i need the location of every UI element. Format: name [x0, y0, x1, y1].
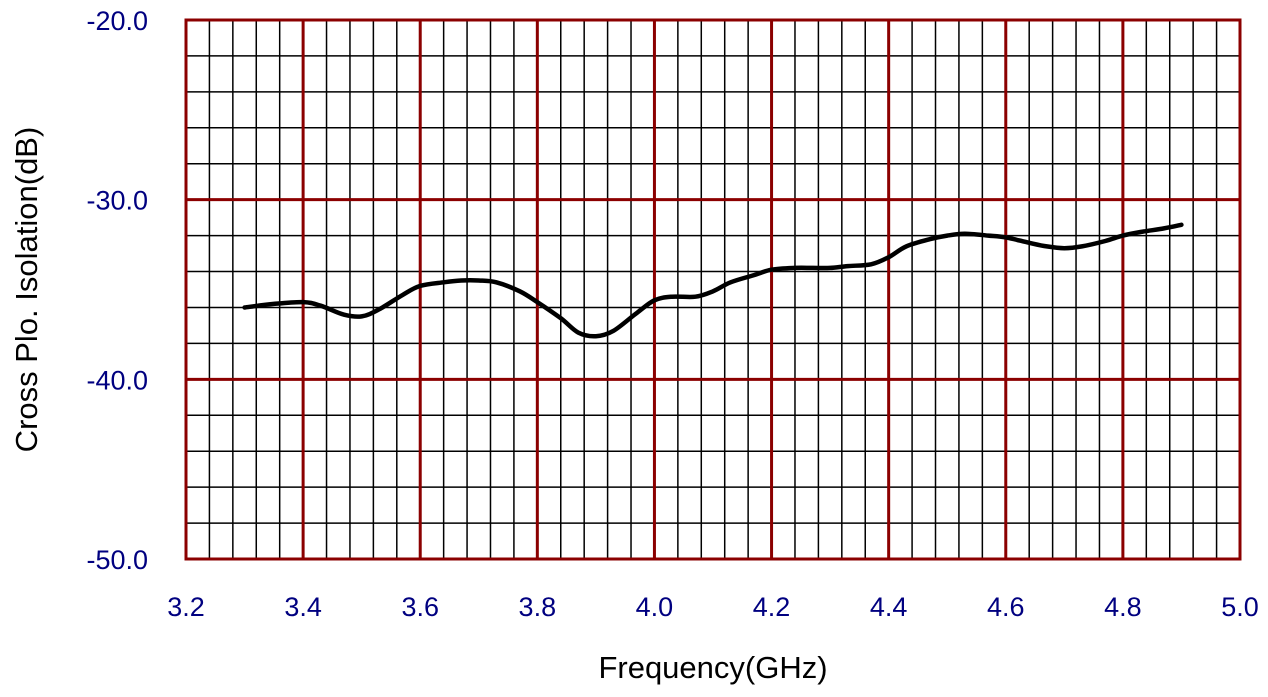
series-line — [242, 222, 1184, 339]
x-tick-label: 3.8 — [519, 592, 557, 622]
major-grid — [186, 20, 1240, 559]
x-tick-label: 4.4 — [870, 592, 908, 622]
x-tick-label: 4.2 — [753, 592, 791, 622]
y-tick-label: -40.0 — [86, 365, 148, 395]
x-axis-title: Frequency(GHz) — [598, 650, 827, 685]
x-tick-label: 4.6 — [987, 592, 1025, 622]
x-tick-label: 4.0 — [636, 592, 674, 622]
x-tick-label: 3.4 — [284, 592, 322, 622]
y-tick-labels: -20.0 -30.0 -40.0 -50.0 — [86, 6, 148, 575]
plot-frame — [184, 18, 1242, 561]
plot-area — [184, 18, 1242, 561]
y-tick-label: -20.0 — [86, 6, 148, 36]
y-tick-label: -30.0 — [86, 186, 148, 216]
x-tick-labels: 3.2 3.4 3.6 3.8 4.0 4.2 4.4 4.6 4.8 5.0 — [167, 592, 1259, 622]
x-tick-label: 3.2 — [167, 592, 205, 622]
minor-grid — [186, 20, 1240, 559]
y-axis-title: Cross Plo. Isolation(dB) — [9, 127, 44, 453]
x-tick-label: 5.0 — [1221, 592, 1259, 622]
y-tick-label: -50.0 — [86, 545, 148, 575]
x-tick-label: 3.6 — [401, 592, 439, 622]
x-tick-label: 4.8 — [1104, 592, 1142, 622]
